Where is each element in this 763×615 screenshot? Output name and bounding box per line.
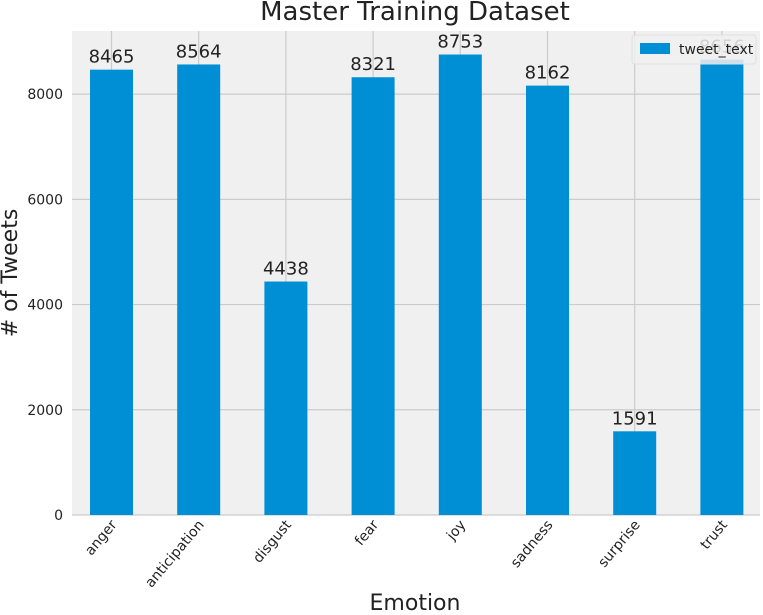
bars (90, 54, 744, 516)
bar-fear (351, 77, 395, 515)
y-tick-labels: 0 2000 4000 6000 8000 (27, 87, 63, 524)
y-tick-label: 2000 (27, 403, 63, 419)
x-tick-label: anticipation (142, 517, 207, 591)
y-axis-label: # of Tweets (0, 209, 23, 338)
chart-title: Master Training Dataset (260, 0, 570, 27)
legend-box (631, 34, 757, 65)
bar-disgust (264, 281, 308, 515)
bar-surprise (613, 431, 657, 515)
bar-joy (438, 54, 482, 516)
data-label: 8321 (350, 54, 396, 75)
x-tick-label: surprise (595, 517, 643, 570)
bar-trust (700, 59, 744, 515)
x-tick-label: trust (698, 517, 732, 553)
data-label: 8162 (525, 63, 571, 84)
y-tick-label: 6000 (27, 192, 63, 208)
y-tick-label: 4000 (27, 298, 63, 314)
x-tick-label: sadness (508, 517, 557, 571)
plot-area (72, 31, 760, 515)
y-tick-label: 8000 (27, 87, 63, 103)
data-label: 8564 (176, 41, 222, 62)
x-tick-label: anger (82, 517, 121, 559)
data-label: 8465 (89, 47, 135, 68)
y-tick-label: 0 (54, 508, 63, 524)
x-tick-label: joy (443, 517, 469, 544)
x-tick-label: disgust (250, 517, 295, 566)
legend-swatch (640, 43, 670, 54)
legend: tweet_text (631, 34, 757, 65)
data-label: 8753 (437, 32, 483, 53)
x-axis-label: Emotion (370, 591, 461, 615)
bar-sadness (526, 85, 569, 516)
x-tick-labels: anger anticipation disgust fear joy sadness su… (82, 517, 731, 591)
data-label: 1591 (612, 408, 658, 429)
bar-anger (90, 69, 133, 515)
data-label: 4438 (263, 259, 309, 280)
bar-anticipation (177, 64, 221, 515)
x-tick-label: fear (352, 517, 382, 549)
legend-label: tweet_text (679, 42, 754, 58)
